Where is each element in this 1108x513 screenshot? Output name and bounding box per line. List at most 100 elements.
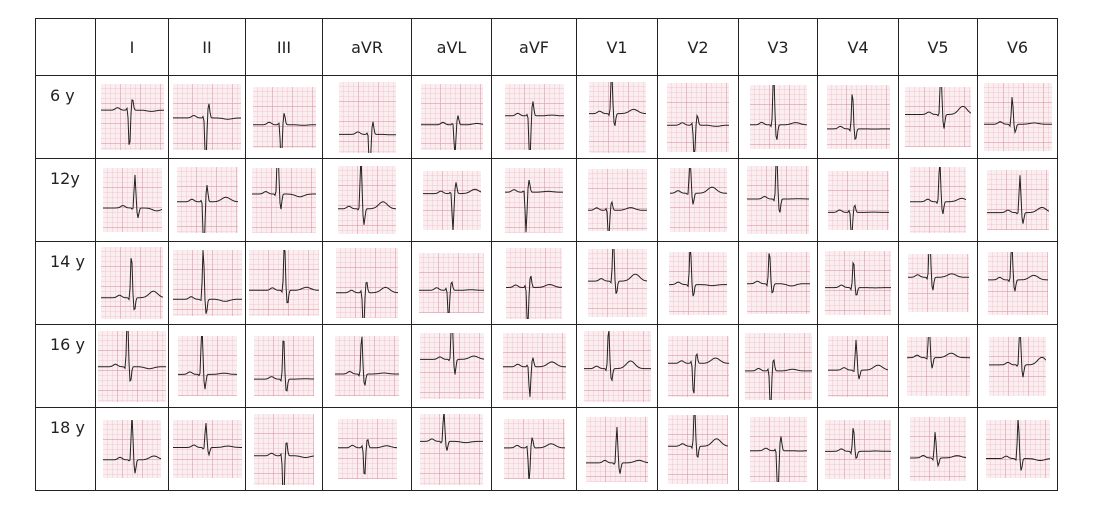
- ecg-cell: [491, 75, 577, 159]
- ecg-thumbnail: [254, 336, 314, 396]
- ecg-trace: [668, 414, 728, 458]
- ecg-trace: [588, 81, 646, 126]
- ecg-trace: [102, 174, 162, 219]
- lead-header: II: [168, 18, 246, 76]
- ecg-thumbnail: [420, 84, 483, 150]
- ecg-cell: [977, 324, 1058, 408]
- ecg-cell: [738, 407, 818, 491]
- age-row: 18 y: [35, 407, 1058, 491]
- ecg-cell: [95, 407, 169, 491]
- ecg-cell: [738, 158, 818, 242]
- ecg-grid: [420, 84, 483, 150]
- ecg-grid: [749, 85, 807, 149]
- ecg-thumbnail: [910, 417, 966, 481]
- ecg-trace: [505, 179, 563, 232]
- ecg-cell: [168, 324, 246, 408]
- ecg-cell: [411, 324, 492, 408]
- ecg-thumbnail: [252, 167, 316, 233]
- ecg-trace: [989, 336, 1046, 377]
- ecg-grid: [905, 87, 971, 147]
- ecg-grid: [505, 167, 563, 233]
- ecg-trace: [502, 357, 566, 397]
- ecg-trace: [503, 437, 565, 479]
- ecg-thumbnail: [668, 414, 728, 484]
- ecg-thumbnail: [985, 420, 1050, 478]
- ecg-grid: [177, 336, 237, 396]
- ecg-cell: [95, 75, 169, 159]
- ecg-thumbnail: [747, 166, 809, 234]
- ecg-trace: [252, 112, 316, 148]
- ecg-cell: [817, 241, 899, 325]
- lead-header: V6: [977, 18, 1058, 76]
- ecg-grid: [252, 167, 316, 233]
- ecg-thumbnail: [103, 420, 161, 478]
- ecg-trace: [335, 336, 399, 386]
- ecg-grid: [587, 169, 647, 231]
- ecg-thumbnail: [419, 253, 484, 313]
- ecg-grid: [667, 335, 729, 397]
- ecg-cell: [576, 158, 658, 242]
- ecg-thumbnail: [827, 170, 889, 230]
- ecg-trace: [249, 250, 319, 304]
- ecg-cell: [322, 324, 412, 408]
- ecg-thumbnail: [744, 332, 812, 400]
- ecg-thumbnail: [100, 84, 164, 150]
- ecg-grid: [587, 249, 647, 317]
- age-label: 14 y: [35, 241, 96, 325]
- ecg-thumbnail: [101, 247, 163, 319]
- ecg-cell: [817, 407, 899, 491]
- ecg-cell: [245, 158, 323, 242]
- lead-header: aVF: [491, 18, 577, 76]
- ecg-trace: [669, 168, 727, 205]
- ecg-cell: [898, 241, 978, 325]
- ecg-grid: [669, 168, 727, 232]
- ecg-thumbnail: [583, 330, 651, 402]
- ecg-trace: [749, 85, 807, 140]
- ecg-cell: [977, 158, 1058, 242]
- ecg-cell: [322, 75, 412, 159]
- ecg-cell: [576, 241, 658, 325]
- ecg-thumbnail: [419, 333, 484, 399]
- ecg-cell: [977, 241, 1058, 325]
- ecg-cell: [738, 324, 818, 408]
- ecg-cell: [411, 241, 492, 325]
- ecg-grid: [588, 81, 646, 153]
- ecg-grid: [419, 333, 484, 399]
- ecg-cell: [657, 407, 739, 491]
- ecg-cell: [576, 75, 658, 159]
- ecg-thumbnail: [252, 86, 316, 148]
- ecg-trace: [669, 251, 727, 296]
- ecg-cell: [898, 75, 978, 159]
- ecg-trace: [828, 339, 888, 379]
- ecg-cell: [245, 75, 323, 159]
- ecg-cell: [738, 75, 818, 159]
- ecg-cell: [411, 158, 492, 242]
- ecg-grid: [101, 247, 163, 319]
- lead-header: aVL: [411, 18, 492, 76]
- ecg-thumbnail: [503, 419, 565, 479]
- ecg-grid: [987, 251, 1048, 315]
- ecg-cell: [738, 241, 818, 325]
- ecg-trace: [254, 340, 314, 392]
- lead-header: III: [245, 18, 323, 76]
- ecg-cell: [491, 407, 577, 491]
- ecg-grid: [103, 420, 161, 478]
- ecg-trace: [419, 333, 484, 375]
- ecg-cell: [411, 75, 492, 159]
- ecg-trace: [907, 254, 969, 291]
- ecg-thumbnail: [667, 335, 729, 397]
- ecg-trace: [910, 432, 966, 468]
- lead-header: I: [95, 18, 169, 76]
- lead-header: V1: [576, 18, 658, 76]
- ecg-grid: [420, 413, 483, 485]
- lead-header: V3: [738, 18, 818, 76]
- ecg-thumbnail: [669, 168, 727, 232]
- ecg-trace: [826, 94, 890, 141]
- ecg-thumbnail: [826, 85, 890, 149]
- ecg-cell: [491, 158, 577, 242]
- ecg-thumbnail: [825, 251, 891, 315]
- ecg-thumbnail: [337, 419, 397, 479]
- ecg-cell: [898, 407, 978, 491]
- age-row: 12y: [35, 158, 1058, 242]
- ecg-cell: [977, 407, 1058, 491]
